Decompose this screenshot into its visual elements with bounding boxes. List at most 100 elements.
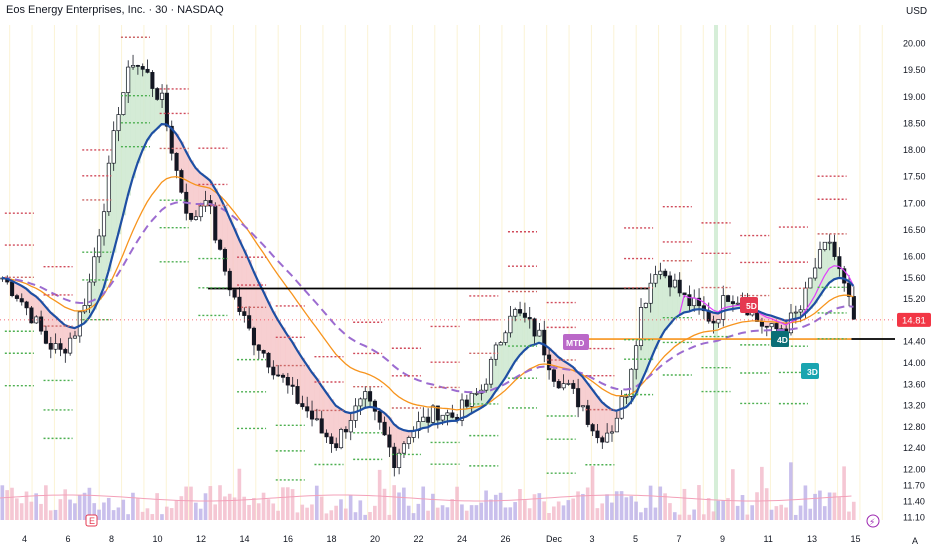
volume-bar xyxy=(164,506,169,520)
volume-bar xyxy=(789,462,793,520)
candle-body xyxy=(193,216,198,220)
pivot-layer xyxy=(4,36,847,481)
volume-bar xyxy=(750,505,755,520)
volume-bar xyxy=(358,500,363,520)
y-tick-label: 12.80 xyxy=(903,422,926,432)
trend-fill xyxy=(125,67,131,196)
candle-body xyxy=(590,424,595,432)
volume-bar xyxy=(73,503,77,520)
volume-bar xyxy=(203,493,208,520)
volume-layer xyxy=(0,462,856,520)
trend-fill xyxy=(227,217,233,290)
ma-purple-dashed-line xyxy=(1,201,854,394)
volume-bar xyxy=(232,497,237,520)
trend-fill xyxy=(827,242,833,283)
trend-fill xyxy=(241,249,248,316)
volume-bar xyxy=(406,505,411,520)
volume-bar xyxy=(223,496,227,520)
period-label-mtd-box[interactable] xyxy=(563,334,589,350)
period-label-4d-box[interactable] xyxy=(771,331,789,347)
candle-body xyxy=(218,239,223,250)
label-layer[interactable]: MTD 5D 4D 3D E ⚡ xyxy=(85,297,880,528)
candle-body xyxy=(847,282,852,297)
candle-body xyxy=(518,309,523,314)
volume-bar xyxy=(324,513,329,520)
candle-body xyxy=(793,311,798,314)
candle-body xyxy=(387,434,392,448)
volume-bar xyxy=(769,509,774,520)
volume-bar xyxy=(194,502,198,520)
candle-body xyxy=(358,398,363,407)
volume-bar xyxy=(827,492,832,520)
candle-body xyxy=(735,302,740,305)
currency-label[interactable]: USD xyxy=(906,6,928,17)
candle-body xyxy=(285,377,290,386)
candle-body xyxy=(663,270,668,277)
candle-body xyxy=(271,366,276,376)
candle-body xyxy=(160,92,165,100)
volume-bar xyxy=(561,505,566,520)
candle-body xyxy=(82,305,87,313)
candle-body xyxy=(227,270,232,291)
x-tick-label: 8 xyxy=(109,534,114,544)
trend-fill xyxy=(299,357,306,407)
x-tick-label: 15 xyxy=(851,534,861,544)
volume-bar xyxy=(116,507,121,520)
trend-fill xyxy=(232,228,238,298)
candle-body xyxy=(406,437,411,445)
volume-bar xyxy=(726,498,730,520)
volume-bar xyxy=(0,485,5,520)
candle-body xyxy=(764,325,769,328)
y-tick-label: 11.40 xyxy=(903,496,925,506)
trend-fill xyxy=(101,211,107,289)
candle-body xyxy=(827,241,832,244)
volume-bar xyxy=(387,514,392,520)
x-tick-label: 13 xyxy=(807,534,817,544)
trend-fill xyxy=(62,325,69,354)
trend-fill xyxy=(48,312,54,350)
trend-fill xyxy=(333,405,339,448)
trend-fill xyxy=(179,141,185,193)
volume-bar xyxy=(668,503,672,520)
volume-bar xyxy=(77,495,82,520)
candle-body xyxy=(116,114,121,132)
volume-bar xyxy=(300,504,305,520)
trend-fill xyxy=(116,114,122,235)
candle-body xyxy=(101,211,107,237)
candle-body xyxy=(532,318,537,337)
trend-fill xyxy=(527,318,533,347)
candle-body xyxy=(803,287,808,311)
trend-fill xyxy=(135,66,141,164)
period-label-3d-box[interactable] xyxy=(801,363,819,379)
period-label-5d-box[interactable] xyxy=(740,297,758,313)
candle-body xyxy=(310,410,315,420)
candle-body xyxy=(668,275,673,288)
volume-bar xyxy=(319,496,324,520)
y-tick-label: 14.00 xyxy=(903,358,926,368)
trend-fill xyxy=(822,242,828,290)
volume-bar xyxy=(658,486,663,520)
candle-body xyxy=(677,279,682,294)
volume-bar xyxy=(227,493,232,520)
candle-body xyxy=(701,305,706,312)
candle-body xyxy=(600,437,605,443)
candle-body xyxy=(566,383,571,385)
candle-body xyxy=(213,205,218,241)
y-tick-label: 11.10 xyxy=(903,512,925,522)
y-tick-label: 16.50 xyxy=(903,225,926,235)
y-tick-label: 20.00 xyxy=(903,39,926,49)
candle-body xyxy=(629,368,634,397)
axis-layer: 20.00 19.50 19.00 18.50 18.00 17.50 17.00 16.50… xyxy=(0,39,931,546)
volume-bar xyxy=(106,497,111,520)
volume-bar xyxy=(653,507,658,520)
trend-fill xyxy=(807,278,814,309)
candle-body xyxy=(179,170,184,193)
candle-body xyxy=(247,315,252,329)
candle-body xyxy=(484,383,489,391)
trend-fill xyxy=(604,406,610,434)
volume-bar xyxy=(508,507,513,520)
volume-bar xyxy=(648,485,653,520)
candle-body xyxy=(251,327,257,346)
volume-bar xyxy=(822,506,827,520)
